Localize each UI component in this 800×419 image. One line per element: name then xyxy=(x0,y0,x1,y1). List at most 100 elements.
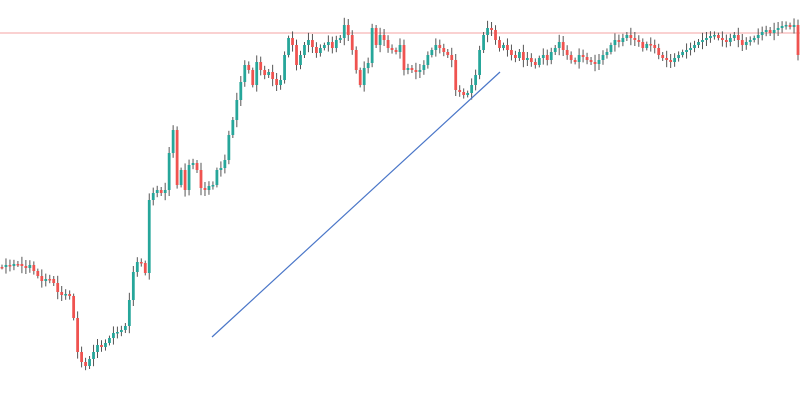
candle-up xyxy=(147,200,151,273)
candle-down xyxy=(390,48,394,50)
candle-up xyxy=(764,30,768,32)
candle-up xyxy=(697,42,700,45)
candle-up xyxy=(135,262,139,272)
candle-up xyxy=(171,130,175,153)
candle-up xyxy=(557,42,561,48)
candle-up xyxy=(685,50,688,52)
candle-up xyxy=(167,153,171,190)
candle-up xyxy=(625,35,629,38)
candle-down xyxy=(573,60,577,62)
candle-down xyxy=(139,262,143,264)
candle-down xyxy=(545,55,549,60)
candle-up xyxy=(104,343,107,347)
candle-up xyxy=(370,28,374,63)
candle-down xyxy=(454,60,458,90)
candle-down xyxy=(796,25,800,55)
candle-up xyxy=(4,265,8,267)
candle-down xyxy=(720,38,724,40)
candle-down xyxy=(617,40,621,42)
candle-up xyxy=(267,72,271,75)
candle-up xyxy=(645,44,649,48)
candle-down xyxy=(315,47,318,53)
candle-up xyxy=(112,333,115,338)
candle-down xyxy=(521,52,525,60)
candle-down xyxy=(32,265,36,271)
candle-up xyxy=(537,58,541,65)
candle-up xyxy=(434,45,438,50)
candle-down xyxy=(358,70,362,85)
candle-up xyxy=(235,100,239,120)
candle-up xyxy=(502,45,505,48)
candle-down xyxy=(330,42,334,48)
candle-down xyxy=(183,170,187,190)
candle-up xyxy=(279,80,282,85)
candle-up xyxy=(342,25,346,38)
candle-up xyxy=(744,42,748,45)
candle-down xyxy=(438,45,442,48)
candle-down xyxy=(633,38,637,40)
candle-up xyxy=(398,45,402,52)
candle-down xyxy=(506,45,509,50)
candle-up xyxy=(681,52,684,55)
candle-down xyxy=(649,44,653,46)
candle-up xyxy=(693,45,696,48)
candle-down xyxy=(354,50,358,70)
candle-down xyxy=(669,60,673,62)
candle-up xyxy=(155,190,159,193)
candle-up xyxy=(577,55,581,62)
candle-down xyxy=(661,55,665,58)
candle-up xyxy=(131,272,135,300)
candle-up xyxy=(748,40,752,42)
candle-up xyxy=(677,55,680,58)
candle-down xyxy=(48,279,52,281)
candle-down xyxy=(561,42,565,50)
candle-down xyxy=(410,68,414,70)
candle-down xyxy=(203,188,207,190)
candle-up xyxy=(760,32,764,35)
candle-down xyxy=(199,170,203,188)
candle-up xyxy=(613,40,617,45)
candle-down xyxy=(56,283,60,292)
candle-up xyxy=(319,48,322,53)
candle-up xyxy=(179,170,183,185)
candle-up xyxy=(541,55,545,58)
candle-down xyxy=(8,265,12,267)
candle-down xyxy=(565,50,569,55)
candle-up xyxy=(701,40,704,42)
candle-down xyxy=(175,130,179,185)
candle-up xyxy=(772,30,776,33)
candle-up xyxy=(366,63,370,68)
candle-up xyxy=(307,40,310,45)
candle-up xyxy=(605,52,609,55)
candle-up xyxy=(303,45,306,55)
candle-down xyxy=(24,266,28,268)
candle-down xyxy=(442,48,446,52)
candle-up xyxy=(792,25,796,27)
candle-down xyxy=(263,70,267,75)
candle-up xyxy=(713,35,716,37)
candles-group xyxy=(0,17,800,371)
candle-up xyxy=(732,35,736,38)
candle-up xyxy=(478,50,481,75)
candle-up xyxy=(418,70,422,72)
candle-down xyxy=(0,267,4,269)
candle-up xyxy=(705,38,708,40)
candle-down xyxy=(490,28,493,30)
candle-down xyxy=(159,190,163,193)
candle-down xyxy=(788,25,792,27)
candle-down xyxy=(143,263,147,273)
candle-up xyxy=(28,265,32,268)
candle-down xyxy=(450,55,454,60)
candle-up xyxy=(120,330,123,332)
candle-up xyxy=(482,35,485,50)
candle-down xyxy=(100,345,103,347)
candle-down xyxy=(386,40,390,48)
candle-up xyxy=(780,26,784,28)
candle-up xyxy=(287,38,290,55)
candle-up xyxy=(673,58,677,62)
candle-up xyxy=(187,165,191,190)
candle-down xyxy=(402,45,406,70)
candle-down xyxy=(16,264,20,266)
candle-up xyxy=(108,338,111,343)
candle-up xyxy=(553,48,557,52)
